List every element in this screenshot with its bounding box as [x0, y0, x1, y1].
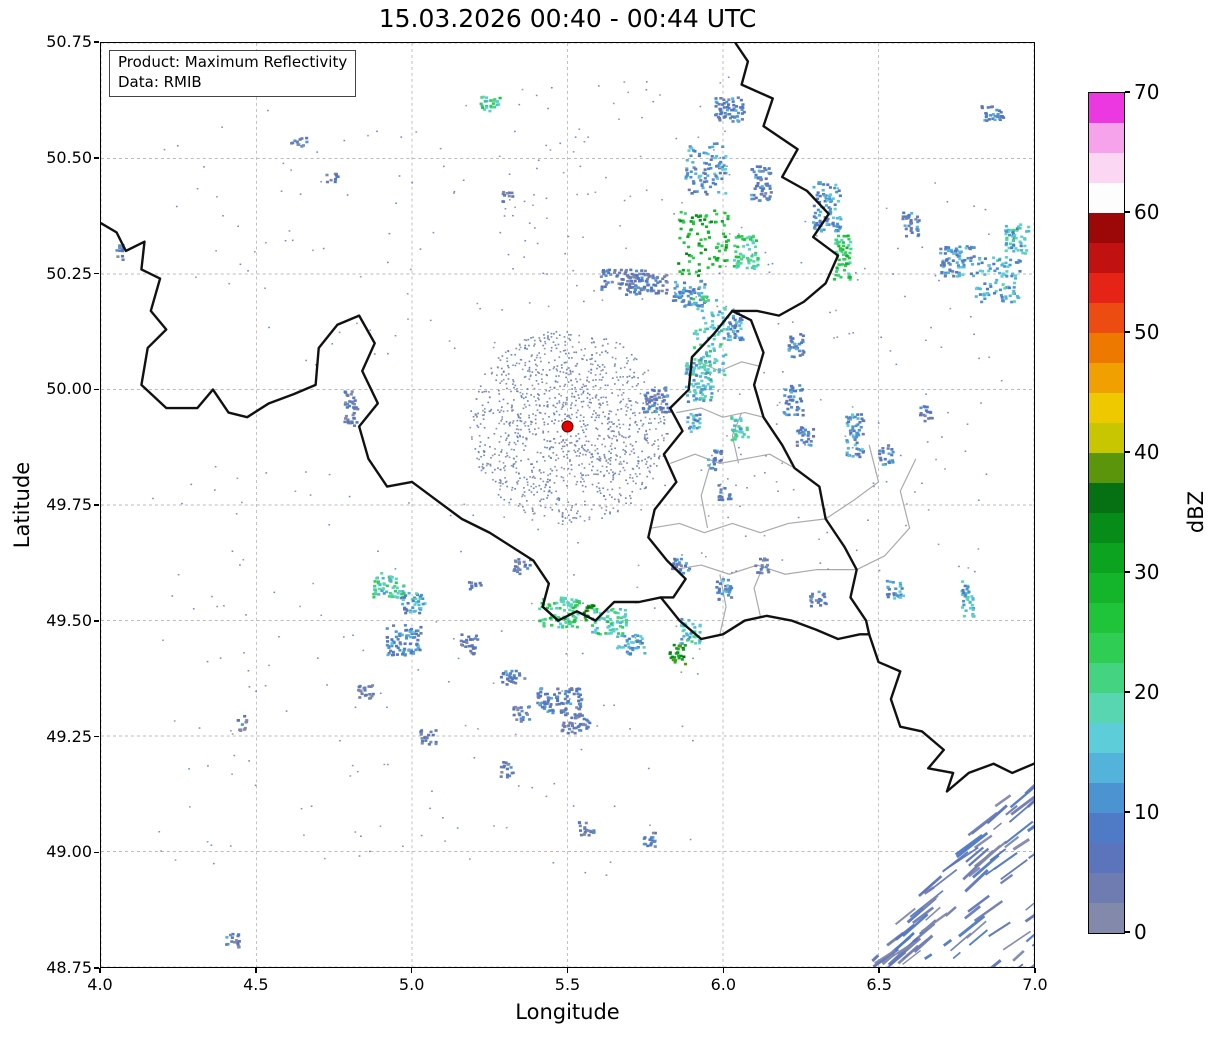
colorbar-band [1089, 183, 1124, 213]
colorbar-band [1089, 273, 1124, 303]
colorbar-tick-mark [1125, 571, 1130, 573]
y-tick-mark [94, 41, 99, 43]
colorbar-tick-label: 70 [1134, 80, 1160, 104]
y-tick-label: 50.50 [46, 147, 92, 167]
echo-clusters-layer [115, 95, 1031, 949]
radar-clutter-ring-layer [469, 331, 669, 526]
x-tick-mark [255, 968, 257, 973]
colorbar-band [1089, 753, 1124, 783]
country-borders-layer [101, 43, 1034, 793]
colorbar-band [1089, 123, 1124, 153]
colorbar-tick-mark [1125, 451, 1130, 453]
colorbar-band [1089, 873, 1124, 903]
x-tick-label: 6.0 [710, 975, 737, 994]
x-tick-label: 7.0 [1022, 975, 1048, 994]
colorbar-tick-label: 10 [1134, 800, 1160, 824]
y-tick-mark [94, 967, 99, 969]
x-tick-mark [410, 968, 413, 973]
y-tick-label: 49.00 [46, 842, 92, 862]
x-tick-label: 4.5 [243, 975, 269, 994]
ground-clutter-layer [871, 783, 1034, 967]
radar-site-marker [561, 420, 574, 433]
colorbar-band [1089, 663, 1124, 693]
colorbar-band [1089, 153, 1124, 183]
x-tick-label: 5.0 [398, 975, 425, 994]
region-borders-layer [651, 361, 917, 635]
x-tick-mark [1034, 968, 1036, 973]
colorbar-band [1089, 213, 1124, 243]
colorbar-band [1089, 903, 1124, 933]
y-tick-mark [94, 388, 99, 390]
y-tick-mark [94, 620, 99, 622]
colorbar-band [1089, 603, 1124, 633]
y-tick-mark [94, 272, 99, 275]
colorbar-tick-label: 60 [1134, 200, 1160, 224]
y-tick-mark [94, 157, 99, 159]
colorbar-band [1089, 693, 1124, 723]
colorbar-band [1089, 423, 1124, 453]
grid-layer [101, 43, 1034, 967]
colorbar-band [1089, 813, 1124, 843]
y-tick-label: 49.50 [46, 610, 92, 630]
y-tick-label: 48.75 [46, 958, 92, 977]
x-tick-label: 5.5 [554, 975, 581, 994]
colorbar-tick-mark [1125, 931, 1130, 933]
y-tick-mark [94, 851, 99, 853]
product-label: Product: Maximum Reflectivity [118, 53, 348, 71]
x-tick-mark [566, 968, 569, 973]
data-source-label: Data: RMIB [118, 72, 202, 91]
x-tick-mark [99, 968, 101, 973]
colorbar-tick-label: 40 [1134, 440, 1160, 464]
noise-speckle-layer [152, 76, 1004, 876]
x-tick-label: 4.0 [87, 975, 113, 994]
y-tick-mark [94, 504, 99, 506]
colorbar-band [1089, 393, 1124, 423]
y-axis-label: Latitude [10, 461, 34, 549]
map-canvas [101, 43, 1034, 967]
colorbar-band [1089, 363, 1124, 393]
x-tick-mark [878, 968, 880, 973]
colorbar-band [1089, 513, 1124, 543]
colorbar-label: dBZ [1184, 490, 1208, 534]
colorbar-band [1089, 633, 1124, 663]
colorbar-tick-mark [1125, 211, 1130, 213]
colorbar-tick-label: 20 [1134, 680, 1160, 704]
colorbar-band [1089, 93, 1124, 123]
y-tick-label: 50.75 [46, 32, 92, 51]
colorbar-band [1089, 243, 1124, 273]
colorbar-band [1089, 843, 1124, 873]
colorbar-tick-mark [1125, 91, 1130, 93]
y-tick-label: 50.00 [46, 379, 92, 399]
colorbar-tick-label: 30 [1134, 560, 1160, 584]
y-tick-mark [94, 735, 99, 738]
x-axis-label: Longitude [515, 1000, 620, 1024]
colorbar-tick-label: 0 [1134, 920, 1147, 944]
colorbar-tick-mark [1125, 811, 1130, 813]
colorbar-tick-mark [1125, 331, 1130, 333]
page-title: 15.03.2026 00:40 - 00:44 UTC [378, 4, 757, 33]
colorbar-band [1089, 483, 1124, 513]
y-tick-label: 49.75 [46, 495, 92, 514]
product-info-box: Product: Maximum Reflectivity Data: RMIB [109, 50, 357, 97]
colorbar-band [1089, 543, 1124, 573]
colorbar [1088, 92, 1125, 934]
colorbar-band [1089, 303, 1124, 333]
colorbar-band [1089, 723, 1124, 753]
y-tick-label: 49.25 [46, 726, 92, 746]
x-tick-mark [722, 968, 725, 973]
colorbar-band [1089, 783, 1124, 813]
colorbar-band [1089, 453, 1124, 483]
y-tick-label: 50.25 [46, 263, 92, 283]
colorbar-band [1089, 333, 1124, 363]
colorbar-tick-label: 50 [1134, 320, 1160, 344]
colorbar-band [1089, 573, 1124, 603]
colorbar-tick-mark [1125, 691, 1130, 693]
x-tick-label: 6.5 [866, 975, 892, 994]
radar-map-plot: Product: Maximum Reflectivity Data: RMIB [100, 42, 1035, 968]
